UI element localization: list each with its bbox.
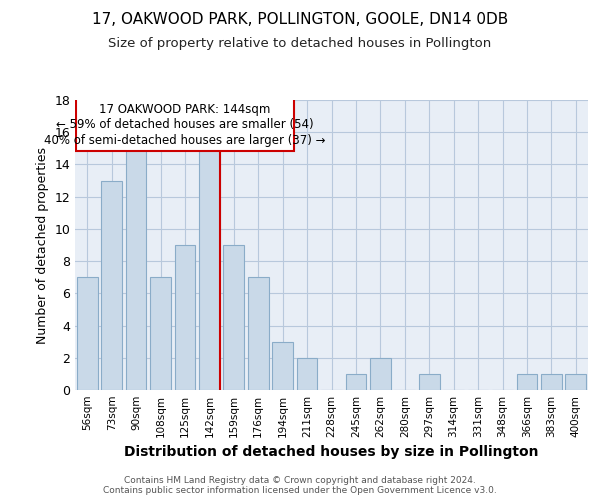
Bar [296, 358, 317, 390]
Bar [419, 374, 440, 390]
Bar [150, 277, 171, 390]
Bar [272, 342, 293, 390]
Bar [565, 374, 586, 390]
Bar [77, 277, 98, 390]
Text: 40% of semi-detached houses are larger (37) →: 40% of semi-detached houses are larger (… [44, 134, 326, 147]
Text: 17, OAKWOOD PARK, POLLINGTON, GOOLE, DN14 0DB: 17, OAKWOOD PARK, POLLINGTON, GOOLE, DN1… [92, 12, 508, 28]
FancyBboxPatch shape [76, 98, 293, 151]
Bar [517, 374, 538, 390]
Bar [175, 245, 196, 390]
Text: Size of property relative to detached houses in Pollington: Size of property relative to detached ho… [109, 38, 491, 51]
X-axis label: Distribution of detached houses by size in Pollington: Distribution of detached houses by size … [124, 446, 539, 460]
Text: Contains HM Land Registry data © Crown copyright and database right 2024.
Contai: Contains HM Land Registry data © Crown c… [103, 476, 497, 495]
Bar [125, 148, 146, 390]
Bar [223, 245, 244, 390]
Bar [370, 358, 391, 390]
Y-axis label: Number of detached properties: Number of detached properties [36, 146, 49, 344]
Bar [541, 374, 562, 390]
Bar [101, 180, 122, 390]
Text: 17 OAKWOOD PARK: 144sqm: 17 OAKWOOD PARK: 144sqm [99, 103, 271, 116]
Bar [346, 374, 367, 390]
Bar [199, 148, 220, 390]
Text: ← 59% of detached houses are smaller (54): ← 59% of detached houses are smaller (54… [56, 118, 314, 132]
Bar [248, 277, 269, 390]
